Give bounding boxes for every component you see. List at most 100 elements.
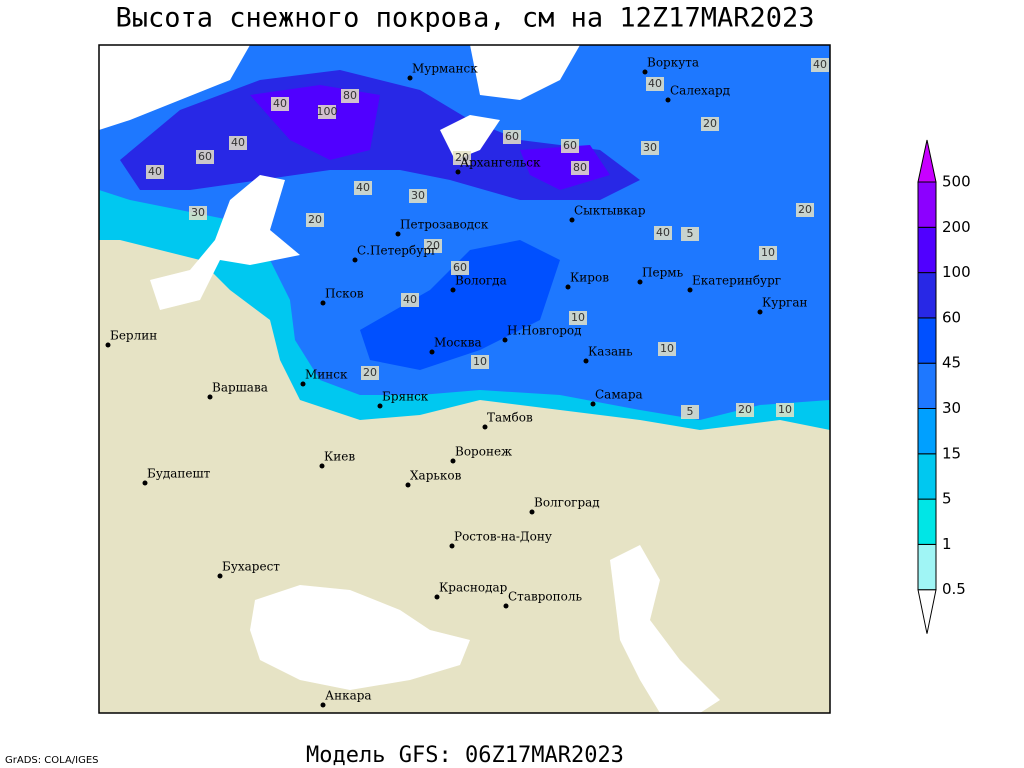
colorbar-box [917,498,937,545]
city-label: Н.Новгород [507,324,582,338]
contour-label: 20 [798,203,812,216]
contour-label-bg [409,189,427,203]
city-label: Курган [762,296,807,310]
city-dot [429,349,435,355]
city-label: Сыктывкар [574,204,646,218]
city-label: Киев [324,450,355,464]
city-dot [590,401,596,407]
city-dot [482,424,488,430]
city-label: Анкара [325,689,372,703]
colorbar-label: 15 [942,444,961,462]
snow-deep [360,240,560,370]
city-dot [757,309,763,315]
city-label: Пермь [642,266,684,280]
city-label: Вологда [455,274,507,288]
city-label: Будапешт [147,467,211,481]
contour-label: 5 [687,405,694,418]
city-dot [352,257,358,263]
contour-label: 100 [317,105,338,118]
sea [150,175,300,310]
city-label: Краснодар [439,581,508,595]
contour-label: 10 [571,311,585,324]
city-dot [665,97,671,103]
contour-label-bg [736,403,754,417]
city-label: Самара [595,388,643,402]
contour-label: 10 [778,403,792,416]
contour-label: 40 [813,58,827,71]
city-dot [450,458,456,464]
contour-label: 40 [656,226,670,239]
city-dot [529,509,535,515]
city-dot [569,217,575,223]
contour-label-bg [401,293,419,307]
sea [99,45,580,130]
city-dot [502,337,508,343]
city-label: Казань [588,345,633,359]
contour-label-bg [796,203,814,217]
contour-label: 60 [453,261,467,274]
contour-label-bg [654,226,672,240]
colorbar-label: 1 [942,535,952,553]
contour-label-bg [341,89,359,103]
city-dot [207,394,213,400]
contour-label-bg [229,136,247,150]
contour-label-bg [571,161,589,175]
city-dot [320,300,326,306]
city-dot [395,231,401,237]
contour-label-bg [681,405,699,419]
city-dot [142,480,148,486]
city-dot [377,403,383,409]
city-label: Брянск [382,390,429,404]
city-label: Минск [305,368,348,382]
contour-label: 20 [426,239,440,252]
city-label: Воркута [647,56,699,70]
contour-label: 30 [191,206,205,219]
city-label: Екатеринбург [692,274,781,288]
contour-label-bg [681,227,699,241]
city-label: Салехард [670,84,730,98]
contour-label-bg [306,213,324,227]
contour-label: 20 [308,213,322,226]
city-label: Берлин [110,329,157,343]
contour-label-bg [561,139,579,153]
colorbar-label: 500 [942,173,971,191]
city-label: Тамбов [487,411,533,425]
contour-label: 60 [198,150,212,163]
contour-label: 40 [648,77,662,90]
contour-label-bg [189,206,207,220]
colorbar-box [917,408,937,455]
contour-label-bg [759,246,777,260]
city-dot [637,279,643,285]
city-dot [319,463,325,469]
city-label: Волгоград [534,496,600,510]
map-frame [98,44,831,714]
colorbar-box [917,272,937,319]
colorbar-box [917,362,937,410]
contour-label: 10 [761,246,775,259]
contour-label: 20 [455,151,469,164]
contour-label-bg [451,261,469,275]
contour-label-bg [811,58,829,72]
contour-label: 20 [363,366,377,379]
city-label: Мурманск [412,62,478,76]
city-dot [450,287,456,293]
city-dot [642,69,648,75]
city-label: Варшава [212,381,268,395]
colorbar-box [917,543,937,591]
snow-deep [120,70,640,200]
credit: GrADS: COLA/IGES [5,755,99,766]
contour-label-bg [701,117,719,131]
footer: Модель GFS: 06Z17MAR2023 [306,743,624,768]
city-dot [300,381,306,387]
contour-label: 20 [738,403,752,416]
city-label: Петрозаводск [400,218,489,232]
contour-label-bg [776,403,794,417]
city-dot [455,169,461,175]
city-label: С.Петербург [357,244,437,258]
colorbar-label: 0.5 [942,580,966,598]
colorbar-label: 30 [942,399,961,417]
contour-label-bg [453,151,471,165]
contour-label-bg [361,366,379,380]
contour-label: 40 [148,165,162,178]
